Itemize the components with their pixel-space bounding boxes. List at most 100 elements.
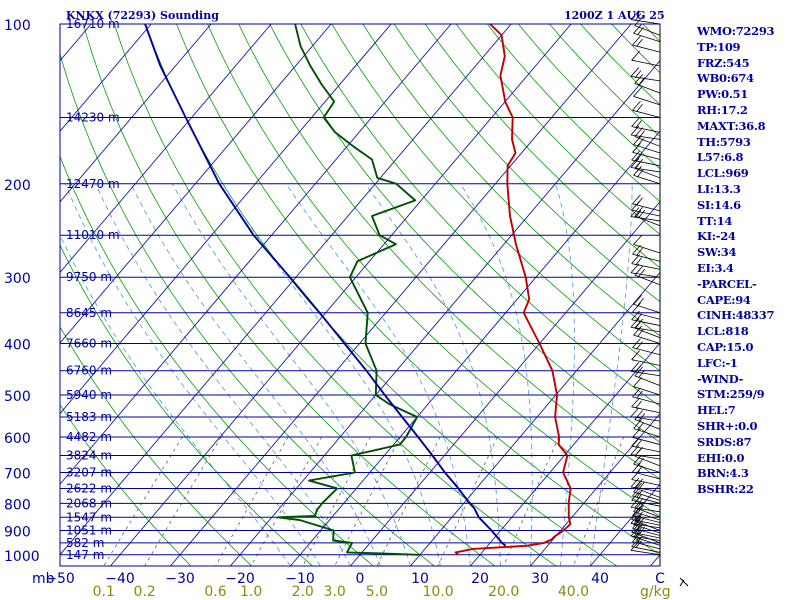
isotherm-line xyxy=(350,201,660,566)
index-item: TP:109 xyxy=(697,39,741,54)
wind-barb xyxy=(631,537,661,553)
wind-barb xyxy=(631,117,661,133)
dry-adiabat-line xyxy=(300,24,660,407)
moist-adiabat-line xyxy=(130,183,381,566)
index-item: WMO:72293 xyxy=(697,24,775,38)
index-item: TH:5793 xyxy=(697,134,751,149)
height-label: 6760 m xyxy=(66,364,112,378)
mixing-ratio-line xyxy=(334,436,401,566)
mixing-ratio-label: 0.1 xyxy=(93,584,115,600)
pressure-tick-label: 300 xyxy=(4,271,31,287)
wind-barb xyxy=(634,446,661,467)
index-item: SHR+:0.0 xyxy=(697,418,758,433)
wind-barb xyxy=(632,302,661,320)
index-item: SW:34 xyxy=(697,245,737,260)
index-item: EI:3.4 xyxy=(697,260,734,275)
pressure-tick-label: 600 xyxy=(4,431,31,447)
wind-barb xyxy=(634,410,661,430)
pressure-tick-label: 500 xyxy=(4,389,31,405)
temperature-tick-label: 10 xyxy=(411,571,429,587)
pressure-tick-label: 400 xyxy=(4,338,31,354)
wind-barb xyxy=(632,143,661,160)
temperature-tick-label: −10 xyxy=(285,571,315,587)
dry-adiabat-line xyxy=(176,24,660,556)
chart-title-station: KNKX (72293) Sounding xyxy=(66,9,219,22)
index-item: PW:0.51 xyxy=(697,87,748,102)
temperature-tick-label: C xyxy=(655,571,665,587)
wind-barb xyxy=(632,35,661,53)
isotherm-line xyxy=(530,412,660,566)
height-label: 147 m xyxy=(66,548,104,562)
moist-adiabat-line xyxy=(95,183,351,566)
moist-adiabat-line xyxy=(364,183,501,566)
height-label: 2622 m xyxy=(66,481,112,495)
pressure-tick-label: 900 xyxy=(4,524,31,540)
wind-barb xyxy=(631,150,661,167)
height-label: 582 m xyxy=(66,536,104,550)
height-label: 1051 m xyxy=(66,523,112,537)
moist-adiabat-line xyxy=(222,183,441,566)
height-label: 16710 m xyxy=(66,17,120,31)
index-item: LI:13.3 xyxy=(697,181,741,196)
isotherm-line xyxy=(170,24,632,566)
wind-barb xyxy=(632,462,661,480)
isotherm-line xyxy=(410,271,660,566)
index-item: CAPE:94 xyxy=(697,292,751,307)
index-item: CINH:48337 xyxy=(697,308,775,323)
index-item: FRZ:545 xyxy=(697,55,750,70)
temperature-tick-label: 40 xyxy=(591,571,609,587)
wind-barb xyxy=(633,482,661,501)
index-item: RH:17.2 xyxy=(697,102,748,117)
index-item: SRDS:87 xyxy=(697,434,752,449)
pressure-tick-label: 1000 xyxy=(4,549,40,565)
pressure-tick-label: 700 xyxy=(4,467,31,483)
sounding-indices-panel: WMO:72293 TP:109 FRZ:545 WB0:674 PW:0.51 RH:1… xyxy=(697,24,797,498)
mixing-ratio-line xyxy=(376,436,441,566)
dry-adiabat-line xyxy=(60,404,192,566)
moist-adiabat-line xyxy=(64,183,321,566)
pressure-tick-label: 100 xyxy=(4,18,31,34)
mixing-ratio-label: 5.0 xyxy=(366,584,388,600)
moist-adiabat-line xyxy=(285,183,471,566)
mixing-ratio-line xyxy=(437,436,498,566)
wind-barb xyxy=(633,325,661,344)
dry-adiabat-line xyxy=(82,24,496,566)
height-label: 9750 m xyxy=(66,270,112,284)
wind-barb xyxy=(632,194,661,212)
temperature-tick-label: −20 xyxy=(225,571,255,587)
index-item: TT:14 xyxy=(697,213,733,228)
wind-barb xyxy=(631,350,661,366)
isotherm-line xyxy=(60,24,332,344)
wind-barb xyxy=(630,445,661,460)
dry-adiabat-line xyxy=(362,24,660,337)
y-unit-label: mb xyxy=(32,571,55,587)
index-item: CAP:15.0 xyxy=(697,339,754,354)
height-label: 12470 m xyxy=(66,177,120,191)
dry-adiabat-line xyxy=(393,24,660,303)
pressure-tick-label: 800 xyxy=(4,497,31,513)
wind-barb xyxy=(633,377,661,396)
isotherm-line xyxy=(230,59,660,566)
wind-barb xyxy=(632,428,661,445)
mixing-ratio-line xyxy=(215,436,289,566)
wind-barb xyxy=(630,263,661,278)
moist-adiabat-line xyxy=(589,183,633,566)
isotherm-line xyxy=(60,24,512,556)
height-label: 3824 m xyxy=(66,448,112,462)
parcel-line xyxy=(144,24,507,547)
index-item: EHI:0.0 xyxy=(697,450,745,465)
isotherm-line xyxy=(60,24,452,485)
chart-title-time: 1200Z 1 AUG 25 xyxy=(564,9,665,22)
index-item: LCL:818 xyxy=(697,324,749,339)
wind-barb xyxy=(631,470,661,486)
isotherm-line xyxy=(110,24,572,566)
wind-barb xyxy=(633,502,661,521)
wind-barb xyxy=(633,527,661,546)
isotherm-line xyxy=(290,130,660,566)
wind-barb xyxy=(634,127,661,147)
temperature-tick-label: 20 xyxy=(471,571,489,587)
mixing-ratio-line xyxy=(103,436,183,566)
mixing-ratio-label: 40.0 xyxy=(558,584,589,600)
mixing-ratio-label: 1.0 xyxy=(240,584,262,600)
index-item: MAXT:36.8 xyxy=(697,118,766,133)
